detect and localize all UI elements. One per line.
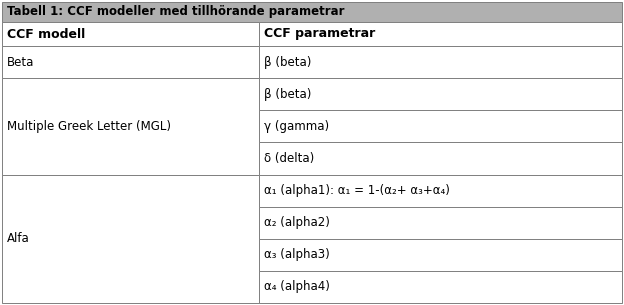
Text: β (beta): β (beta) [265, 88, 311, 101]
Bar [260, 46, 622, 78]
Text: CCF parametrar: CCF parametrar [265, 27, 376, 41]
Text: CCF modell: CCF modell [7, 27, 85, 41]
Bar [260, 174, 622, 206]
Bar [2, 2, 622, 22]
Text: γ (gamma): γ (gamma) [265, 120, 329, 133]
Bar [2, 78, 260, 174]
Bar [260, 22, 622, 46]
Text: α₃ (alpha3): α₃ (alpha3) [265, 248, 330, 261]
Bar [260, 142, 622, 174]
Text: Beta: Beta [7, 56, 34, 69]
Bar [2, 22, 260, 46]
Text: α₄ (alpha4): α₄ (alpha4) [265, 280, 330, 293]
Text: δ (delta): δ (delta) [265, 152, 314, 165]
Text: Alfa: Alfa [7, 232, 30, 245]
Bar [260, 110, 622, 142]
Bar [2, 46, 260, 78]
Text: Multiple Greek Letter (MGL): Multiple Greek Letter (MGL) [7, 120, 171, 133]
Text: α₁ (alpha1): α₁ = 1-(α₂+ α₃+α₄): α₁ (alpha1): α₁ = 1-(α₂+ α₃+α₄) [265, 184, 450, 197]
Bar [260, 78, 622, 110]
Bar [260, 271, 622, 303]
Bar [260, 206, 622, 239]
Bar [2, 174, 260, 303]
Text: β (beta): β (beta) [265, 56, 311, 69]
Text: Tabell 1: CCF modeller med tillhörande parametrar: Tabell 1: CCF modeller med tillhörande p… [7, 5, 344, 19]
Text: α₂ (alpha2): α₂ (alpha2) [265, 216, 330, 229]
Bar [260, 239, 622, 271]
